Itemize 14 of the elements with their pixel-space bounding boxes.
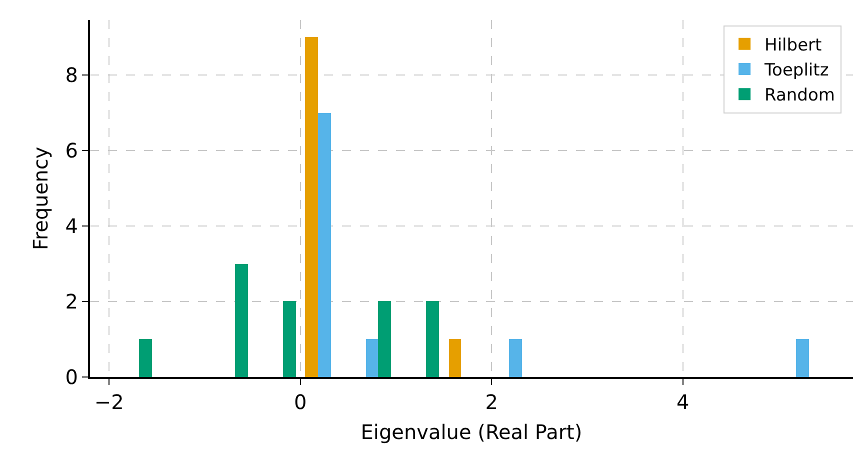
x-tick-label: 2 (485, 390, 498, 414)
x-tick-label: 0 (294, 390, 307, 414)
y-axis-title: Frequency (28, 146, 52, 250)
y-tick-label: 8 (65, 62, 78, 87)
x-tick-label: −2 (94, 390, 124, 414)
legend-label: Random (764, 86, 835, 106)
y-tick-label: 0 (65, 365, 78, 389)
y-tick-label: 4 (65, 214, 78, 238)
legend-label: Toeplitz (764, 60, 829, 81)
x-tick-label: 4 (676, 390, 690, 414)
y-tick-label: 6 (65, 138, 78, 162)
legend-label: Hilbert (764, 36, 822, 56)
x-axis-title: Eigenvalue (Real Part) (360, 420, 582, 444)
y-tick-label: 2 (65, 289, 78, 314)
